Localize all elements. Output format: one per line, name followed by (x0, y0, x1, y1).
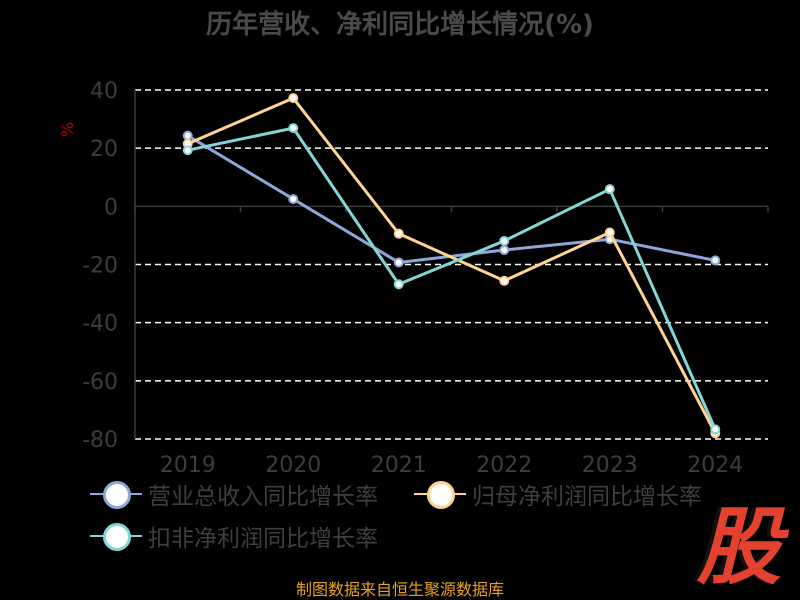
series-line (187, 126, 717, 431)
data-point (288, 93, 299, 104)
x-tick-label: 2022 (476, 453, 532, 478)
data-point (393, 257, 404, 268)
y-tick-label: 20 (90, 137, 118, 162)
y-tick-label: -40 (82, 312, 118, 337)
legend-item-net-profit[interactable]: 归母净利润同比增长率 (414, 478, 702, 510)
y-tick-label: 0 (104, 195, 118, 220)
data-point (499, 244, 510, 255)
y-tick-label: -60 (82, 370, 118, 395)
y-tick-label: 40 (90, 79, 118, 104)
source-footer: 制图数据来自恒生聚源数据库 (295, 580, 504, 599)
data-point (499, 275, 510, 286)
data-point (182, 145, 193, 156)
legend-net-profit-label: 归母净利润同比增长率 (472, 484, 702, 510)
legend-item-revenue[interactable]: 营业总收入同比增长率 (90, 478, 378, 510)
legend-revenue-marker-icon (90, 478, 142, 510)
x-tick-label: 2020 (265, 453, 321, 478)
x-tick-label: 2024 (687, 453, 743, 478)
legend-deducted-profit-label: 扣非净利润同比增长率 (148, 526, 378, 552)
data-point (710, 255, 721, 266)
series-line (186, 134, 716, 264)
y-tick-label: -80 (82, 428, 118, 453)
data-point (182, 130, 193, 141)
data-point (710, 424, 721, 435)
y-axis-label: % (58, 121, 78, 138)
data-point (288, 123, 299, 134)
series-line (187, 96, 717, 434)
data-point (288, 194, 299, 205)
brand-logo: 股 (696, 497, 781, 596)
x-tick-label: 2021 (371, 453, 427, 478)
chart-title: 历年营收、净利同比增长情况(%) (206, 10, 594, 40)
legend-deducted-profit-marker-icon (90, 520, 142, 552)
data-point (604, 227, 615, 238)
data-point (604, 184, 615, 195)
data-point (499, 235, 510, 246)
legend-item-deducted-profit[interactable]: 扣非净利润同比增长率 (90, 520, 378, 552)
data-point (393, 228, 404, 239)
x-tick-label: 2019 (160, 453, 216, 478)
y-tick-label: -20 (82, 254, 118, 279)
x-tick-label: 2023 (582, 453, 638, 478)
data-point (393, 279, 404, 290)
legend-revenue-label: 营业总收入同比增长率 (148, 484, 378, 510)
legend-net-profit-marker-icon (414, 478, 466, 510)
